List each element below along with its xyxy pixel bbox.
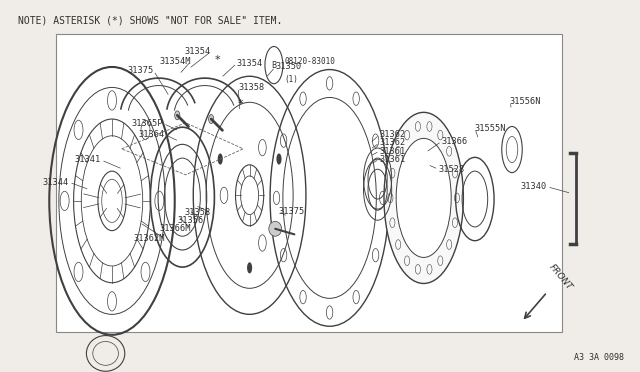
Text: 31556N: 31556N xyxy=(509,97,541,106)
Ellipse shape xyxy=(269,221,282,236)
Text: 31364: 31364 xyxy=(139,130,165,139)
Text: 31375: 31375 xyxy=(127,66,154,75)
Ellipse shape xyxy=(396,138,451,257)
Text: FRONT: FRONT xyxy=(547,263,574,292)
Text: 31361: 31361 xyxy=(380,155,406,164)
Text: 31362M: 31362M xyxy=(134,234,165,243)
Text: 31350: 31350 xyxy=(275,62,301,71)
Text: 31358: 31358 xyxy=(185,208,211,217)
Text: 08120-83010: 08120-83010 xyxy=(284,57,335,66)
Ellipse shape xyxy=(175,111,180,120)
Text: 31354: 31354 xyxy=(237,59,263,68)
Text: B: B xyxy=(271,61,276,70)
Text: 31362: 31362 xyxy=(380,138,406,147)
Text: 31528: 31528 xyxy=(438,165,465,174)
Ellipse shape xyxy=(218,153,223,164)
Ellipse shape xyxy=(209,115,214,124)
Text: NOTE) ASTERISK (*) SHOWS "NOT FOR SALE" ITEM.: NOTE) ASTERISK (*) SHOWS "NOT FOR SALE" … xyxy=(18,16,282,25)
Text: 31344: 31344 xyxy=(43,178,69,187)
Text: 31555N: 31555N xyxy=(475,124,506,133)
Text: 31354M: 31354M xyxy=(159,57,191,66)
Text: 31354: 31354 xyxy=(185,47,211,56)
Ellipse shape xyxy=(384,112,463,283)
Text: *: * xyxy=(215,55,220,64)
Ellipse shape xyxy=(276,153,282,164)
FancyBboxPatch shape xyxy=(56,34,562,332)
Text: 31361: 31361 xyxy=(380,147,406,155)
Text: 31356: 31356 xyxy=(177,216,204,225)
Text: *: * xyxy=(237,99,243,109)
Text: 31341: 31341 xyxy=(75,155,101,164)
Text: 31358: 31358 xyxy=(238,83,264,92)
Text: A3 3A 0098: A3 3A 0098 xyxy=(574,353,624,362)
Text: 31362: 31362 xyxy=(380,130,406,139)
Text: 31366M: 31366M xyxy=(159,224,191,233)
Text: 31366: 31366 xyxy=(442,137,468,146)
Text: 31375: 31375 xyxy=(278,207,305,216)
Text: 31340: 31340 xyxy=(521,182,547,191)
Text: 31365P: 31365P xyxy=(132,119,163,128)
Text: (1): (1) xyxy=(284,75,298,84)
Ellipse shape xyxy=(247,262,252,273)
